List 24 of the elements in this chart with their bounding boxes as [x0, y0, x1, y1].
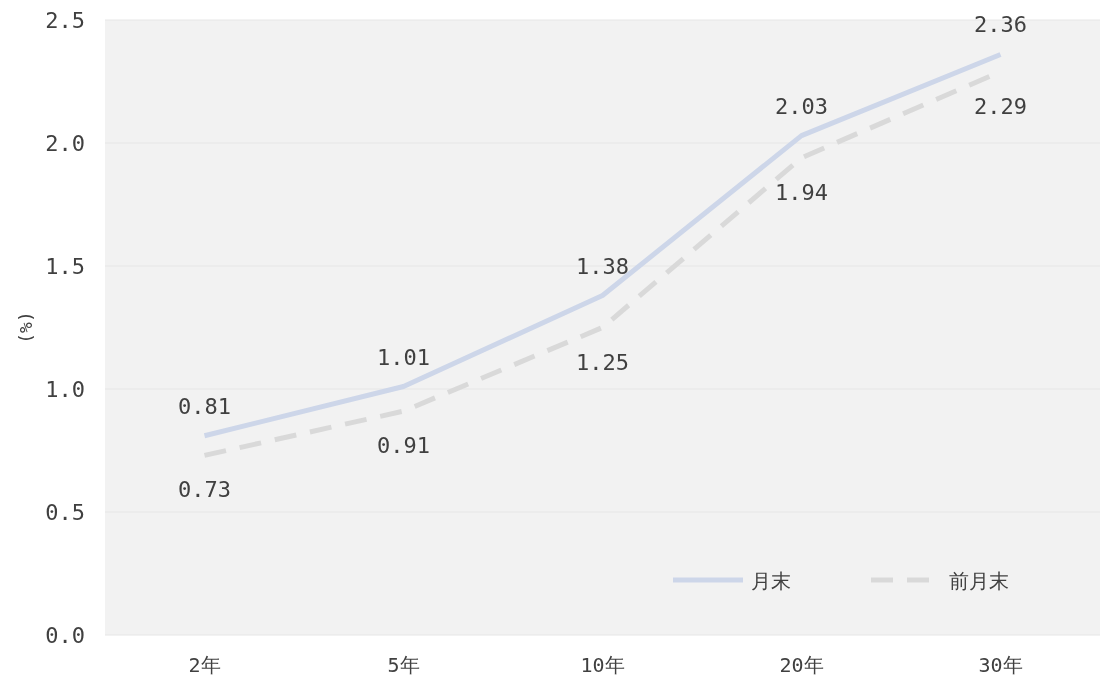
y-tick-label: 0.0: [45, 623, 85, 648]
data-label: 1.25: [576, 349, 629, 375]
data-label: 1.94: [775, 179, 828, 205]
data-label: 2.03: [775, 93, 828, 119]
x-tick-label: 2年: [188, 653, 221, 677]
y-tick-label: 1.5: [45, 254, 85, 279]
y-tick-label: 2.0: [45, 131, 85, 156]
data-label: 0.73: [178, 477, 231, 503]
data-label: 1.38: [576, 253, 629, 279]
x-tick-label: 10年: [580, 653, 625, 677]
y-axis-title: (%): [15, 311, 36, 344]
x-tick-label: 30年: [978, 653, 1023, 677]
data-label: 2.36: [974, 12, 1027, 38]
data-label: 2.29: [974, 93, 1027, 119]
y-tick-label: 1.0: [45, 377, 85, 402]
data-label: 1.01: [377, 344, 430, 370]
x-tick-label: 20年: [779, 653, 824, 677]
y-tick-label: 0.5: [45, 500, 85, 525]
data-label: 0.81: [178, 393, 231, 419]
y-tick-label: 2.5: [45, 8, 85, 33]
data-label: 0.91: [377, 433, 430, 459]
x-tick-label: 5年: [387, 653, 420, 677]
legend-label: 前月末: [949, 569, 1009, 593]
legend-label: 月末: [751, 569, 791, 593]
